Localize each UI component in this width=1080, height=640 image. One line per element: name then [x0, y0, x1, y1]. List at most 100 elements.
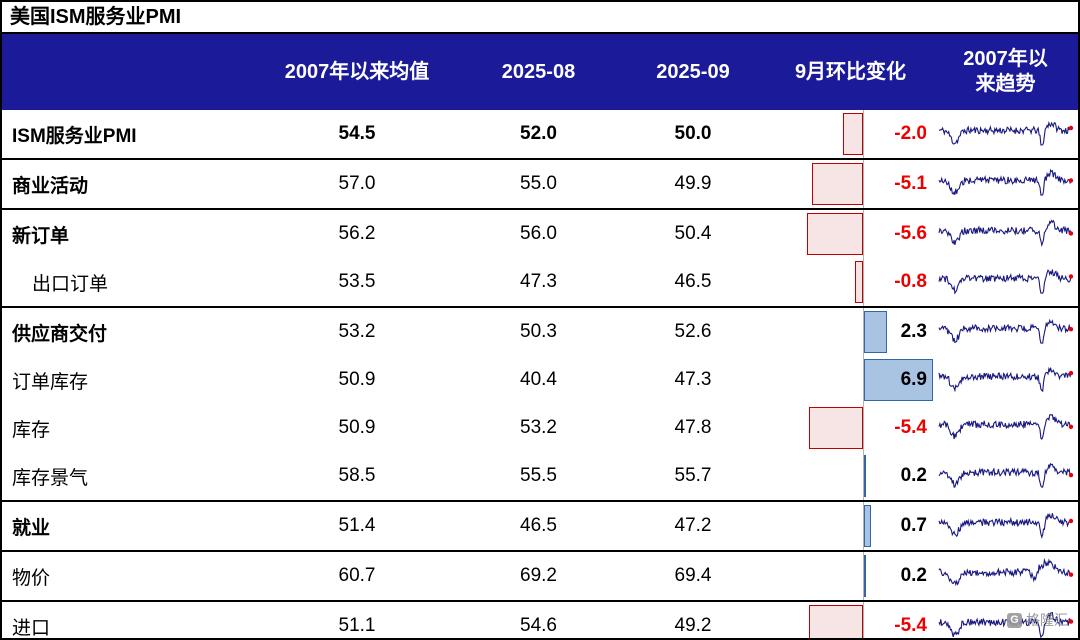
- change-bar-cell: 6.9: [768, 356, 933, 404]
- row-label: 新订单: [12, 225, 70, 247]
- trend-sparkline: [937, 366, 1073, 393]
- watermark-text: 格隆汇: [1026, 612, 1068, 628]
- row-2025-09-value: 69.4: [618, 551, 768, 602]
- row-2025-08-value: 56.0: [459, 209, 618, 258]
- change-axis-line: [863, 258, 864, 306]
- trend-sparkline: [938, 462, 1073, 488]
- change-axis-line: [863, 602, 864, 638]
- row-2025-08-value: 52.0: [459, 110, 618, 160]
- row-label: 订单库存: [12, 371, 89, 393]
- row-2025-09-value: 47.2: [618, 501, 768, 552]
- table-row: 新订单 56.2 56.0 50.4 -5.6: [2, 209, 1078, 258]
- change-bar: [864, 455, 866, 497]
- row-label: 商业活动: [12, 175, 89, 197]
- table-row: 订单库存 50.9 40.4 47.3 6.9: [2, 356, 1078, 404]
- change-bar-cell: 0.7: [768, 502, 933, 550]
- row-avg-value: 53.5: [255, 258, 459, 308]
- change-bar: [864, 505, 871, 547]
- col-header-trend-since-2007: 2007年以来趋势: [933, 34, 1078, 110]
- change-bar-cell: -0.8: [768, 258, 933, 306]
- row-label: 库存景气: [12, 467, 89, 489]
- change-bar-cell: -2.0: [768, 110, 933, 158]
- row-sparkline-cell: [933, 258, 1078, 308]
- row-sparkline-cell: [933, 501, 1078, 552]
- latest-point-dot: [1068, 231, 1073, 236]
- change-bar: [809, 407, 863, 449]
- gelonghui-logo-icon: G: [1007, 612, 1022, 628]
- row-2025-09-value: 47.3: [618, 356, 768, 404]
- change-axis-line: [863, 502, 864, 550]
- table-row: 库存 50.9 53.2 47.8 -5.4: [2, 404, 1078, 452]
- table-row: 商业活动 57.0 55.0 49.9 -5.1: [2, 159, 1078, 210]
- row-change-value: -5.4: [894, 615, 927, 636]
- change-axis-line: [863, 552, 864, 600]
- row-sparkline-cell: [933, 356, 1078, 404]
- change-axis-line: [863, 404, 864, 452]
- latest-point-dot: [1068, 472, 1073, 478]
- row-change-value: -5.4: [894, 417, 927, 438]
- latest-point-dot: [1068, 572, 1073, 577]
- row-change-value: 2.3: [900, 321, 927, 342]
- change-axis-line: [863, 160, 864, 208]
- table-row: 就业 51.4 46.5 47.2 0.7: [2, 501, 1078, 552]
- table-row: 进口 51.1 54.6 49.2 -5.4: [2, 601, 1078, 638]
- row-2025-08-value: 54.6: [459, 601, 618, 638]
- row-label: 供应商交付: [12, 323, 108, 345]
- row-2025-08-value: 40.4: [459, 356, 618, 404]
- col-header-mom-change: 9月环比变化: [768, 34, 933, 110]
- change-bar-cell: -5.4: [768, 602, 933, 638]
- change-axis-line: [863, 308, 864, 356]
- row-avg-value: 50.9: [255, 356, 459, 404]
- row-avg-value: 56.2: [255, 209, 459, 258]
- table-row: 物价 60.7 69.2 69.4 0.2: [2, 551, 1078, 602]
- row-avg-value: 60.7: [255, 551, 459, 602]
- row-2025-08-value: 50.3: [459, 307, 618, 356]
- change-axis-line: [863, 110, 864, 158]
- change-axis-line: [863, 452, 864, 500]
- change-bar: [843, 113, 863, 155]
- table-row: 库存景气 58.5 55.5 55.7 0.2: [2, 452, 1078, 502]
- trend-sparkline: [938, 557, 1073, 587]
- trend-sparkline: [938, 120, 1073, 146]
- header-row: 2007年以来均值 2025-08 2025-09 9月环比变化 2007年以来…: [2, 34, 1078, 110]
- row-2025-09-value: 49.2: [618, 601, 768, 638]
- latest-point-dot: [1068, 424, 1073, 429]
- row-2025-08-value: 47.3: [459, 258, 618, 308]
- trend-sparkline: [937, 513, 1073, 539]
- latest-point-dot: [1068, 518, 1073, 524]
- row-sparkline-cell: [933, 159, 1078, 210]
- change-bar: [807, 213, 863, 255]
- trend-sparkline: [937, 318, 1073, 344]
- row-sparkline-cell: [933, 209, 1078, 258]
- row-avg-value: 50.9: [255, 404, 459, 452]
- page-title: 美国ISM服务业PMI: [2, 2, 1078, 34]
- row-label: ISM服务业PMI: [12, 125, 137, 147]
- latest-point-dot: [1068, 178, 1073, 183]
- row-2025-09-value: 49.9: [618, 159, 768, 210]
- latest-point-dot: [1068, 327, 1073, 332]
- trend-sparkline: [938, 168, 1073, 196]
- latest-point-dot: [1068, 619, 1073, 624]
- row-sparkline-cell: [933, 601, 1078, 638]
- table-row: 供应商交付 53.2 50.3 52.6 2.3: [2, 307, 1078, 356]
- change-bar-cell: 0.2: [768, 552, 933, 600]
- row-avg-value: 51.1: [255, 601, 459, 638]
- table-row: 出口订单 53.5 47.3 46.5 -0.8: [2, 258, 1078, 308]
- row-avg-value: 57.0: [255, 159, 459, 210]
- row-change-value: -0.8: [894, 271, 927, 292]
- row-2025-08-value: 55.0: [459, 159, 618, 210]
- pmi-table: 2007年以来均值 2025-08 2025-09 9月环比变化 2007年以来…: [2, 34, 1078, 638]
- change-bar: [809, 605, 863, 638]
- watermark: G 格隆汇: [1007, 610, 1068, 630]
- change-bar-cell: -5.1: [768, 160, 933, 208]
- change-bar-cell: 2.3: [768, 308, 933, 356]
- row-sparkline-cell: [933, 307, 1078, 356]
- row-2025-08-value: 69.2: [459, 551, 618, 602]
- row-label: 就业: [12, 517, 51, 539]
- row-2025-09-value: 47.8: [618, 404, 768, 452]
- row-avg-value: 51.4: [255, 501, 459, 552]
- change-bar: [855, 261, 863, 303]
- change-axis-line: [863, 356, 864, 404]
- trend-sparkline: [937, 219, 1073, 248]
